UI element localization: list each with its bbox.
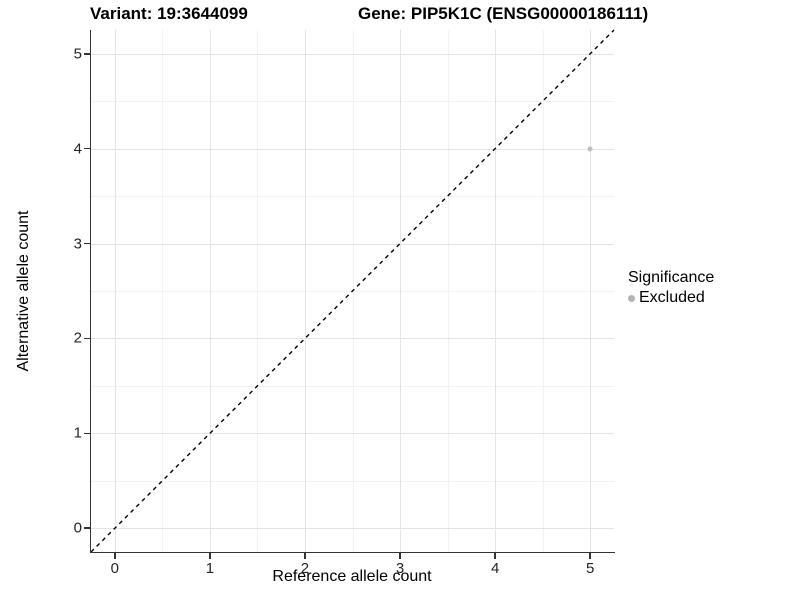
y-tick-label: 3 (73, 235, 82, 253)
legend-entry: Excluded (628, 288, 714, 308)
major-gridline-x (304, 30, 306, 552)
identity-dashed-line (90, 29, 615, 553)
major-gridline-x (400, 30, 402, 552)
x-tick-label: 1 (205, 560, 215, 577)
x-tick-mark (304, 553, 306, 559)
y-tick-mark (84, 52, 90, 55)
major-gridline-x (209, 30, 211, 552)
major-gridline-x (114, 30, 116, 552)
legend: Significance Excluded (628, 268, 714, 308)
gene-title: Gene: PIP5K1C (ENSG00000186111) (358, 4, 649, 23)
data-point (587, 146, 593, 152)
minor-gridline-y (91, 385, 614, 387)
x-tick-mark (494, 553, 496, 559)
major-gridline-y (91, 243, 614, 245)
x-tick-mark (399, 553, 401, 559)
x-tick-label: 4 (490, 560, 500, 577)
y-tick-mark (84, 242, 90, 245)
y-tick-mark (84, 337, 90, 340)
y-axis-line (89, 30, 92, 552)
minor-gridline-y (91, 101, 614, 103)
x-tick-mark (209, 553, 211, 559)
plot-panel (90, 29, 615, 553)
major-gridline-y (91, 148, 614, 150)
y-axis-title: Alternative allele count (15, 210, 32, 372)
y-tick-mark (84, 527, 90, 530)
legend-entries: Excluded (628, 288, 714, 308)
x-tick-label: 3 (395, 560, 405, 577)
y-tick-label: 0 (73, 519, 82, 537)
x-tick-label: 2 (300, 560, 310, 577)
legend-title: Significance (628, 269, 715, 286)
major-gridline-x (590, 30, 592, 552)
x-tick-mark (113, 553, 116, 559)
legend-point-icon (628, 294, 635, 302)
minor-gridline-y (91, 196, 614, 198)
x-axis-title: Reference allele count (272, 568, 432, 585)
major-gridline-y (91, 528, 614, 530)
major-gridline-y (91, 433, 614, 435)
minor-gridline-y (91, 480, 614, 482)
y-tick-label: 5 (73, 45, 82, 63)
major-gridline-y (91, 53, 614, 55)
x-tick-label: 5 (586, 560, 595, 577)
major-gridline-y (91, 338, 614, 340)
y-tick-mark (84, 147, 90, 150)
x-tick-mark (589, 553, 592, 559)
variant-title: Variant: 19:3644099 (90, 4, 248, 23)
x-tick-label: 0 (110, 560, 119, 577)
y-tick-label: 2 (73, 329, 82, 347)
y-tick-label: 1 (73, 424, 82, 442)
x-axis-line (89, 551, 615, 554)
legend-entry-label: Excluded (639, 289, 705, 306)
y-tick-label: 4 (73, 140, 82, 158)
y-tick-mark (84, 432, 90, 435)
major-gridline-x (495, 30, 497, 552)
